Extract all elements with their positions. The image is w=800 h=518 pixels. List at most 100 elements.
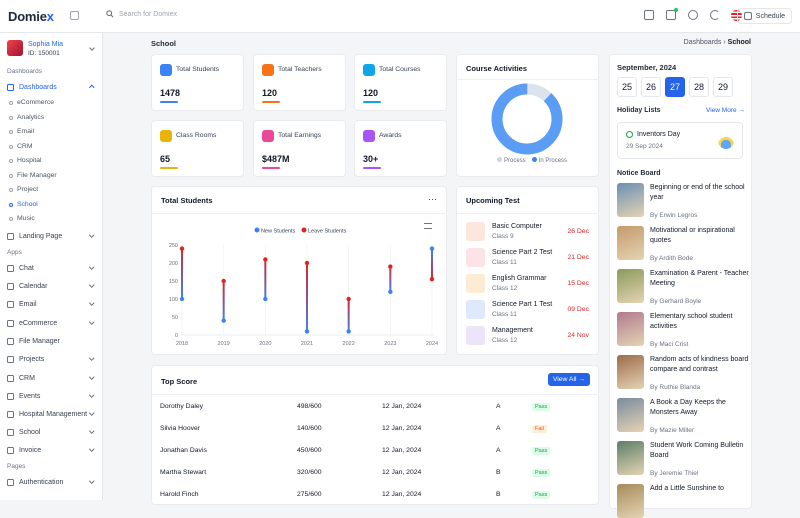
table-row[interactable]: Martha Stewart 320/600 12 Jan, 2024 B Pa… [160,469,590,481]
sidebar-item-label: Chat [19,264,34,272]
notice-item[interactable]: Elementary school student activities By M… [617,312,757,348]
notice-item[interactable]: Beginning or end of the school year By Er… [617,183,757,219]
sidebar-item-events[interactable]: Events [7,390,96,402]
notice-item[interactable]: Motivational or inspirational quotes By A… [617,226,757,262]
sidebar-sub-crm[interactable]: CRM [9,143,32,150]
apps-grid-icon[interactable] [644,10,654,20]
table-row[interactable]: Silvia Hoover 140/600 12 Jan, 2024 A Fai… [160,425,590,437]
sidebar-sub-ecommerce[interactable]: eCommerce [9,99,54,106]
bullet-icon [9,129,13,134]
sidebar-item-ecommerce[interactable]: eCommerce [7,317,96,329]
logo[interactable]: Domiex [8,9,54,24]
search-input[interactable]: Search for Domiex [119,10,177,18]
test-name[interactable]: Basic Computer [492,223,542,230]
course-donut-chart [491,83,563,155]
bullet-icon [9,202,13,207]
test-name[interactable]: Management [492,327,533,334]
table-row[interactable]: Dorothy Daley 498/600 12 Jan, 2024 A Pas… [160,403,590,415]
x-tick-label: 2021 [301,341,313,347]
sidebar-sub-email[interactable]: Email [9,128,34,135]
divider [457,79,598,80]
leave-students-point [388,264,393,269]
sidebar-sub-analytics[interactable]: Analytics [9,114,44,121]
user-name: Sophia Mia [28,41,64,48]
notice-item[interactable]: A Book a Day Keeps the Monsters Away By M… [617,398,757,434]
sidebar-item-authentication[interactable]: Authentication [7,476,96,488]
test-name[interactable]: Science Part 2 Test [492,249,553,256]
table-row[interactable]: Harold Finch 275/600 12 Jan, 2024 B Pass [160,491,590,503]
sidebar-item-landing-page[interactable]: Landing Page [7,230,96,242]
more-options-icon[interactable]: ⋯ [428,194,437,204]
notification-icon[interactable] [666,8,678,20]
grade: B [496,491,501,498]
chart-menu-icon[interactable] [424,223,432,229]
sidebar-item-calendar[interactable]: Calendar [7,280,96,292]
stat-label: Awards [379,132,402,139]
exam-date: 12 Jan, 2024 [382,425,422,432]
calendar-day[interactable]: 25 [617,77,637,97]
sidebar-sub-hospital[interactable]: Hospital [9,157,42,164]
schedule-button[interactable]: Schedule [736,8,792,24]
holiday-item[interactable]: Inventors Day 29 Sep 2024 [617,122,743,159]
calendar-day[interactable]: 26 [641,77,661,97]
bullet-icon [9,158,13,163]
sidebar-item-label: Calendar [19,282,48,290]
notice-author: By Erwin Legros [650,212,698,219]
sidebar-item-crm[interactable]: CRM [7,372,96,384]
avatar [7,40,23,56]
language-flag-icon[interactable] [731,10,742,21]
test-date: 21 Dec [567,254,589,261]
sidebar-sub-file-manager[interactable]: File Manager [9,172,57,179]
breadcrumb-parent[interactable]: Dashboards [683,39,722,46]
sidebar-item-chat[interactable]: Chat [7,262,96,274]
test-name[interactable]: Science Part 1 Test [492,301,553,308]
total-students-chart: New Students Leave Students 0 50 100 150 200 25… [169,227,438,347]
notice-item[interactable]: Student Work Coming Bulletin Board By Jer… [617,441,757,477]
sidebar-item-dashboards[interactable]: Dashboards [7,81,96,93]
sidebar-item-file-manager[interactable]: File Manager [7,335,96,347]
calendar-day[interactable]: 27 [665,77,685,97]
notice-item[interactable]: Random acts of kindness board compare an… [617,355,757,391]
stat-card-total-earnings: Total Earnings $487M [253,120,346,177]
chevron-down-icon [88,478,94,484]
sidebar-sub-label: File Manager [17,172,57,179]
x-tick-label: 2024 [426,341,438,347]
chevron-down-icon [88,319,94,325]
new-students-point [179,296,185,302]
sidebar-item-hospital-management[interactable]: Hospital Management [7,408,96,420]
notice-item[interactable]: Examination & Parent - Teacher Meeting By… [617,269,757,305]
donut-legend: Process In Process [497,157,567,164]
leave-students-point [429,277,435,282]
upcoming-test-card: Upcoming Test Basic Computer Class 9 26 … [456,186,599,355]
sidebar-sub-music[interactable]: Music [9,215,35,222]
student-score: 275/600 [297,491,322,498]
view-more-link[interactable]: View More → [706,107,745,114]
sidebar-item-invoice[interactable]: Invoice [7,444,96,456]
view-all-button[interactable]: View All → [548,373,590,386]
sidebar-item-email[interactable]: Email [7,298,96,310]
test-name[interactable]: English Grammar [492,275,547,282]
notice-title: Student Work Coming Bulletin Board [650,442,744,459]
sidebar-item-projects[interactable]: Projects [7,353,96,365]
sidebar-item-school[interactable]: School [7,426,96,438]
logo-text: Domie [8,9,47,24]
search-bar[interactable]: Search for Domiex [106,10,177,18]
calendar-day[interactable]: 28 [689,77,709,97]
user-chevron-down-icon[interactable] [89,45,95,51]
table-row[interactable]: Jonathan Davis 450/600 12 Jan, 2024 A Pa… [160,447,590,459]
student-score: 320/600 [297,469,322,476]
notice-item[interactable]: Add a Little Sunshine to [617,484,757,518]
sidebar-toggle-icon[interactable] [70,11,79,20]
sidebar-sub-project[interactable]: Project [9,186,38,193]
settings-gear-icon[interactable] [688,10,698,20]
sidebar-sub-school[interactable]: School [9,201,38,208]
y-tick-label: 50 [172,315,178,321]
user-profile[interactable]: Sophia Mia ID: 150001 [7,40,63,57]
student-name: Harold Finch [160,491,199,498]
calendar-day[interactable]: 29 [713,77,733,97]
student-name: Jonathan Davis [160,447,207,454]
status-badge: Pass [532,403,551,411]
dark-mode-moon-icon[interactable] [710,10,720,20]
sidebar-sub-label: Email [17,128,34,135]
chevron-down-icon [88,355,94,361]
